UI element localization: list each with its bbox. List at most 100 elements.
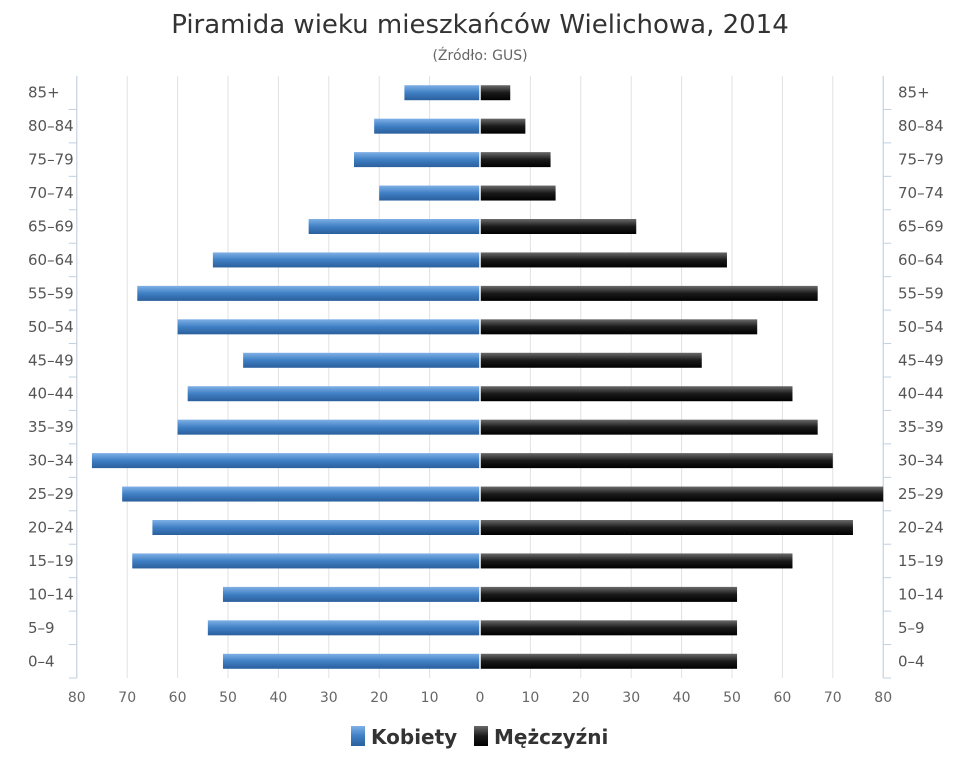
category-label-left: 40–44 [28,385,74,403]
category-label-right: 5–9 [898,619,925,637]
legend[interactable]: Kobiety Mężczyźni [351,725,608,749]
category-label-right: 0–4 [898,652,925,670]
category-label-left: 10–14 [28,585,74,603]
category-label-right: 60–64 [898,251,944,269]
axis-labels: 80 70 60 50 40 30 20 10 0 10 20 30 40 50 60 70 80 0–4 0–4 5… [28,84,944,706]
bar-kobiety[interactable] [91,453,481,469]
bar-kobiety[interactable] [379,185,480,201]
bar-mezczyzni[interactable] [480,319,758,335]
category-label-left: 30–34 [28,452,74,470]
bar-mezczyzni[interactable] [480,486,884,502]
bar-mezczyzni[interactable] [480,118,526,134]
bar-kobiety[interactable] [222,653,480,669]
x-tick-label: 10 [421,690,439,706]
bar-kobiety[interactable] [212,252,480,268]
category-label-left: 85+ [28,84,60,102]
bar-mezczyzni[interactable] [480,419,818,435]
grid-lines [68,76,892,679]
bar-kobiety[interactable] [187,386,480,402]
bar-mezczyzni[interactable] [480,620,738,636]
bar-mezczyzni[interactable] [480,520,853,535]
x-tick-label: 70 [824,690,842,706]
x-tick-label: 20 [572,690,590,706]
bar-kobiety[interactable] [374,118,480,134]
category-label-right: 85+ [898,84,930,102]
chart-title: Piramida wieku mieszkańców Wielichowa, 2… [171,10,789,40]
x-tick-label: 30 [320,690,338,706]
category-label-right: 20–24 [898,519,944,537]
category-label-right: 10–14 [898,585,944,603]
category-label-left: 45–49 [28,351,74,369]
bar-mezczyzni[interactable] [480,586,738,602]
category-label-right: 75–79 [898,151,944,169]
category-label-right: 65–69 [898,218,944,236]
category-label-right: 55–59 [898,284,944,302]
bar-kobiety[interactable] [177,419,480,435]
category-label-right: 30–34 [898,452,944,470]
category-label-right: 70–74 [898,184,944,202]
x-tick-label: 70 [118,690,136,706]
category-label-left: 75–79 [28,151,74,169]
x-tick-label: 20 [370,690,388,706]
category-label-right: 80–84 [898,117,944,135]
x-tick-label: 0 [476,690,485,706]
bar-kobiety[interactable] [132,553,481,569]
x-tick-label: 80 [874,690,892,706]
category-label-left: 20–24 [28,519,74,537]
bar-kobiety[interactable] [177,319,480,335]
x-tick-label: 80 [68,690,86,706]
bar-mezczyzni[interactable] [480,553,793,569]
bar-kobiety[interactable] [137,285,480,301]
bar-mezczyzni[interactable] [480,252,727,268]
bar-mezczyzni[interactable] [480,185,556,201]
category-label-left: 70–74 [28,184,74,202]
bar-mezczyzni[interactable] [480,219,637,234]
x-tick-label: 50 [723,690,741,706]
category-label-left: 25–29 [28,485,74,503]
category-label-right: 40–44 [898,385,944,403]
bar-mezczyzni[interactable] [480,285,818,301]
category-label-right: 45–49 [898,351,944,369]
bars [91,76,884,678]
x-tick-label: 40 [673,690,691,706]
bar-kobiety[interactable] [308,219,480,234]
bar-kobiety[interactable] [122,486,480,502]
category-label-left: 60–64 [28,251,74,269]
legend-label-mezczyzni[interactable]: Mężczyźni [494,725,608,749]
bar-mezczyzni[interactable] [480,653,738,669]
legend-swatch-mezczyzni[interactable] [474,726,488,746]
category-label-left: 0–4 [28,652,55,670]
bar-mezczyzni[interactable] [480,352,702,368]
legend-swatch-kobiety[interactable] [351,726,365,746]
x-tick-label: 40 [269,690,287,706]
category-label-right: 25–29 [898,485,944,503]
bar-kobiety[interactable] [354,152,480,168]
bar-mezczyzni[interactable] [480,386,793,402]
x-tick-label: 10 [521,690,539,706]
bar-mezczyzni[interactable] [480,85,511,101]
category-label-right: 15–19 [898,552,944,570]
x-tick-label: 30 [622,690,640,706]
category-label-left: 50–54 [28,318,74,336]
category-label-left: 35–39 [28,418,74,436]
x-tick-label: 50 [219,690,237,706]
bar-kobiety[interactable] [152,520,480,535]
x-tick-label: 60 [169,690,187,706]
legend-label-kobiety[interactable]: Kobiety [371,725,457,749]
category-label-left: 15–19 [28,552,74,570]
bar-kobiety[interactable] [404,85,480,101]
bar-kobiety[interactable] [243,352,480,368]
chart-subtitle: (Źródło: GUS) [432,46,527,64]
category-label-left: 65–69 [28,218,74,236]
bar-mezczyzni[interactable] [480,152,551,168]
bar-mezczyzni[interactable] [480,453,833,469]
bar-kobiety[interactable] [207,620,480,636]
category-label-right: 35–39 [898,418,944,436]
category-label-left: 80–84 [28,117,74,135]
category-label-left: 5–9 [28,619,55,637]
category-label-right: 50–54 [898,318,944,336]
category-label-left: 55–59 [28,284,74,302]
bar-kobiety[interactable] [222,586,480,602]
